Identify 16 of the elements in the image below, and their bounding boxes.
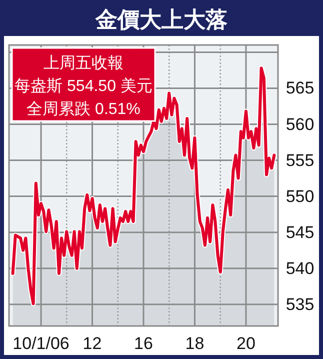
title: 金價大上大落 xyxy=(96,7,228,32)
y-tick-label: 540 xyxy=(286,258,314,278)
x-tick-label: 20 xyxy=(236,334,256,353)
y-tick-label: 535 xyxy=(286,294,314,314)
y-tick-label: 550 xyxy=(286,186,314,206)
y-tick-label: 555 xyxy=(286,150,314,170)
y-tick-label: 565 xyxy=(286,78,314,98)
y-tick-label: 560 xyxy=(286,114,314,134)
x-tick-label: 12 xyxy=(82,334,102,353)
x-tick-label: 10/1/06 xyxy=(12,334,70,353)
annotation: 每盎斯 554.50 美元 xyxy=(14,77,152,95)
x-tick-label: 16 xyxy=(134,334,153,353)
y-tick-label: 545 xyxy=(286,222,314,242)
annotation: 上周五收報 xyxy=(44,54,124,72)
annotation: 全周累跌 0.51% xyxy=(26,101,140,118)
x-tick-label: 18 xyxy=(185,334,204,353)
